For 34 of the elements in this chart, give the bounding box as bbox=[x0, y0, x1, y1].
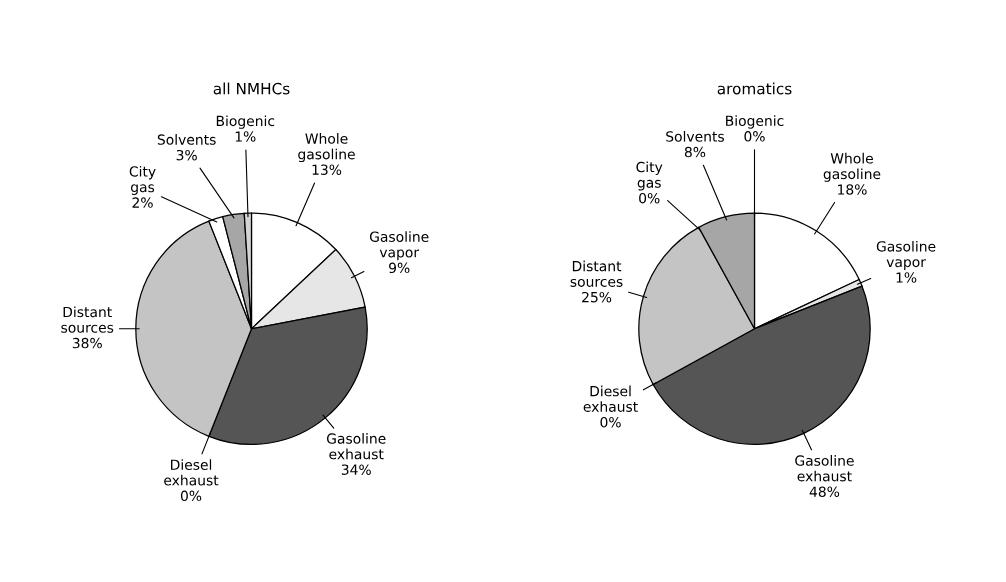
slice-label: City gas bbox=[129, 165, 156, 195]
slice-label: Distant sources bbox=[570, 260, 623, 287]
data-label: 2% bbox=[132, 197, 153, 208]
text: 0% bbox=[600, 416, 621, 428]
data-label: 18% bbox=[838, 184, 867, 195]
data-label: 48% bbox=[809, 486, 840, 497]
slice-label: Whole gasoline bbox=[823, 152, 881, 182]
data-label: 8% bbox=[684, 146, 706, 158]
data-label: 34% bbox=[341, 464, 371, 475]
category-label: Biogenic bbox=[726, 115, 784, 129]
slice-label: Distant sources bbox=[61, 306, 114, 333]
data-label: 1% bbox=[896, 272, 917, 283]
slice-label: Gasoline exhaust bbox=[326, 433, 386, 460]
slice-label: Biogenic bbox=[216, 115, 275, 129]
slice-label: Gasoline vapor bbox=[876, 240, 936, 270]
data-label: 1% bbox=[235, 131, 256, 142]
slice-label: Solvents bbox=[666, 131, 724, 142]
slice-label: Solvents bbox=[157, 134, 216, 145]
text: 0% bbox=[639, 192, 660, 204]
legend-label: Diesel exhaust bbox=[164, 459, 219, 486]
chart-title: aromatics bbox=[717, 82, 792, 95]
data-label: 3% bbox=[176, 149, 197, 161]
slice-label: Gasoline exhaust bbox=[795, 455, 854, 482]
data-label: 38% bbox=[72, 337, 102, 349]
slice-label: Gasoline vapor bbox=[369, 231, 429, 261]
text: 0% bbox=[744, 131, 765, 142]
chart-title: all NMHCs bbox=[213, 82, 290, 95]
data-label: 13% bbox=[312, 164, 342, 175]
legend-label: Diesel exhaust bbox=[583, 385, 638, 412]
data-label: 9% bbox=[389, 262, 410, 274]
slice-label: Whole gasoline bbox=[298, 133, 355, 163]
text: 0% bbox=[180, 490, 202, 502]
category-label: City gas bbox=[636, 161, 663, 191]
data-label: 25% bbox=[582, 291, 612, 303]
